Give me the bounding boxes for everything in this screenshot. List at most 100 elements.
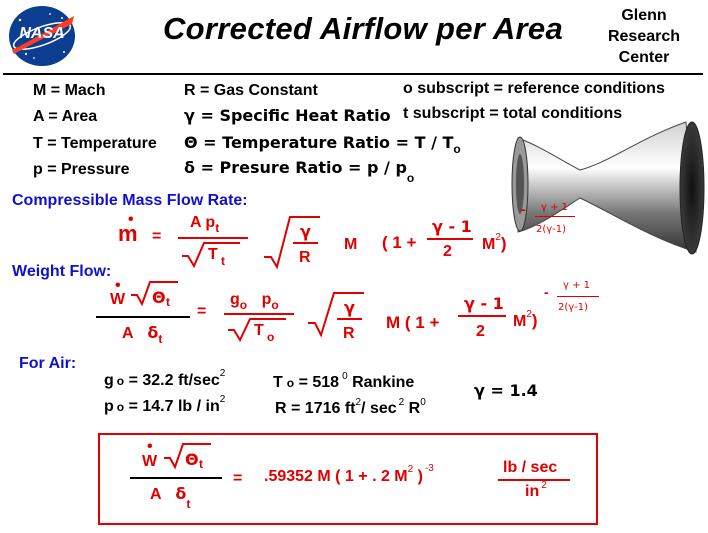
eq2-exponent-bar (557, 296, 599, 297)
org-line2: Research (607, 28, 681, 45)
eq2-r-den: R (343, 325, 355, 342)
def-delta-text: δ = Presure Ratio = p / p (184, 158, 407, 177)
eq1-m-symbol: m (118, 221, 138, 246)
def-theta: Θ = Temperature Ratio = T / To (184, 133, 461, 156)
result-w: W (142, 453, 158, 470)
air-r-sup2: 2 (398, 397, 405, 408)
result-delta-sub: t (186, 497, 191, 511)
eq2-two: 2 (476, 323, 485, 340)
eq2-mach-paren: M ( 1 + (386, 313, 440, 332)
air-gamma: γ = 1.4 (474, 381, 538, 400)
air-r-val: R = 1716 ft (275, 400, 356, 417)
eq2-p: p (261, 291, 272, 308)
air-t-val: = 518 (294, 374, 340, 391)
eq2-theta-sub: t (166, 295, 170, 309)
eq1-numerator: A pt (190, 214, 219, 235)
eq2-gamma-minus-one: γ - 1 (464, 294, 504, 313)
page-title: Corrected Airflow per Area (163, 11, 563, 46)
header-divider (3, 73, 703, 75)
eq2-exponent-num: γ + 1 (563, 280, 591, 291)
def-mach: M = Mach (33, 82, 106, 99)
result-lhs-num: • W Θ t (142, 438, 222, 472)
def-gas-constant: R = Gas Constant (184, 82, 318, 99)
eq2-delta: δ (147, 323, 159, 342)
result-unit-den: in 2 (525, 480, 547, 501)
air-p-sup: 2 (219, 394, 226, 405)
eq2-gamma-num: γ (344, 298, 355, 317)
eq1-exponent-den: 2(γ-1) (536, 224, 567, 235)
eq1-sqrt-den: T t (180, 240, 240, 270)
air-g-val: = 32.2 ft/sec (124, 372, 220, 389)
eq1-mdot: • m (118, 211, 138, 246)
section-weight-flow: Weight Flow: (12, 263, 112, 280)
air-r-mid: / sec (361, 400, 397, 417)
result-delta: δ (175, 484, 187, 503)
eq1-paren-open: ( 1 + (382, 233, 417, 252)
result-theta: Θ (185, 450, 199, 469)
eq2-inner-fraction-bar (458, 315, 506, 317)
eq2-m2-text: M (513, 313, 527, 330)
def-gamma: γ = Specific Heat Ratio (184, 106, 391, 125)
org-line3: Center (618, 49, 670, 66)
eq2-m2-sq: 2 (526, 309, 532, 320)
result-box (98, 433, 598, 525)
eq2-equals: = (197, 303, 207, 320)
nasa-logo: NASA (6, 4, 78, 68)
eq1-equals: = (152, 228, 162, 245)
eq1-sqrt-gamma: γ R (262, 215, 322, 271)
def-theta-sub: o (453, 142, 461, 156)
eq2-g: g (230, 291, 240, 308)
result-expression: .59352 M ( 1 + . 2 M2 ) -3 (264, 463, 434, 486)
eq2-numerator: go po (230, 291, 279, 312)
def-o-subscript: o subscript = reference conditions (403, 80, 665, 97)
result-exp: -3 (424, 463, 434, 474)
org-name: Glenn Research Center (603, 5, 685, 68)
result-lhs-fraction-bar (130, 477, 222, 479)
eq1-two: 2 (443, 243, 452, 260)
section-for-air: For Air: (19, 355, 77, 372)
eq2-delta-sub: t (158, 332, 163, 346)
eq1-paren-close: ) (500, 234, 507, 253)
air-g-label: g (104, 372, 114, 389)
air-p-label: p (104, 398, 114, 415)
eq2-sqrt-gamma: γ R (306, 291, 366, 347)
eq1-mach: M (344, 236, 358, 253)
eq2-p-sub: o (271, 298, 279, 312)
org-line1: Glenn (621, 7, 667, 24)
air-r-sup3: 0 (420, 397, 426, 408)
eq1-r-den: R (299, 249, 311, 266)
def-pressure: p = Pressure (33, 161, 130, 178)
air-t-sup: 0 (342, 371, 348, 382)
result-theta-sub: t (199, 457, 203, 471)
eq2-sqrt-den: T o (226, 316, 286, 344)
air-g-sup: 2 (219, 368, 226, 379)
result-a: A (150, 486, 161, 503)
result-in: in (525, 483, 540, 500)
eq1-inner-fraction-bar (427, 238, 473, 240)
air-g-sub: o (116, 374, 125, 388)
result-sq: 2 (407, 464, 414, 475)
eq1-gamma-num: γ (300, 222, 311, 241)
eq1-exponent-bar (535, 216, 575, 217)
def-theta-text: Θ = Temperature Ratio = T / T (184, 133, 454, 152)
eq1-exponent-num: γ + 1 (541, 202, 569, 213)
result-close: ) (413, 468, 423, 485)
eq2-lhs-num: • W Θ t (110, 277, 190, 310)
eq2-g-sub: o (239, 298, 248, 312)
eq2-den-sub: o (267, 330, 275, 344)
result-unit-num: lb / sec (503, 459, 558, 476)
eq2-exponent-minus: - (544, 284, 549, 300)
eq2-paren-close: ) (531, 311, 538, 330)
result-unit-bar (498, 479, 570, 481)
eq1-exponent-minus: - (521, 201, 526, 217)
eq1-den-sub: t (221, 254, 225, 268)
def-temperature: T = Temperature (33, 135, 157, 152)
eq1-num-text: A p (190, 214, 216, 231)
result-lhs-den: A δt (150, 484, 190, 511)
def-t-subscript: t subscript = total conditions (403, 105, 623, 122)
section-mass-flow: Compressible Mass Flow Rate: (12, 192, 248, 209)
eq1-mach2: M2) (482, 232, 507, 254)
eq2-w: W (110, 291, 126, 308)
